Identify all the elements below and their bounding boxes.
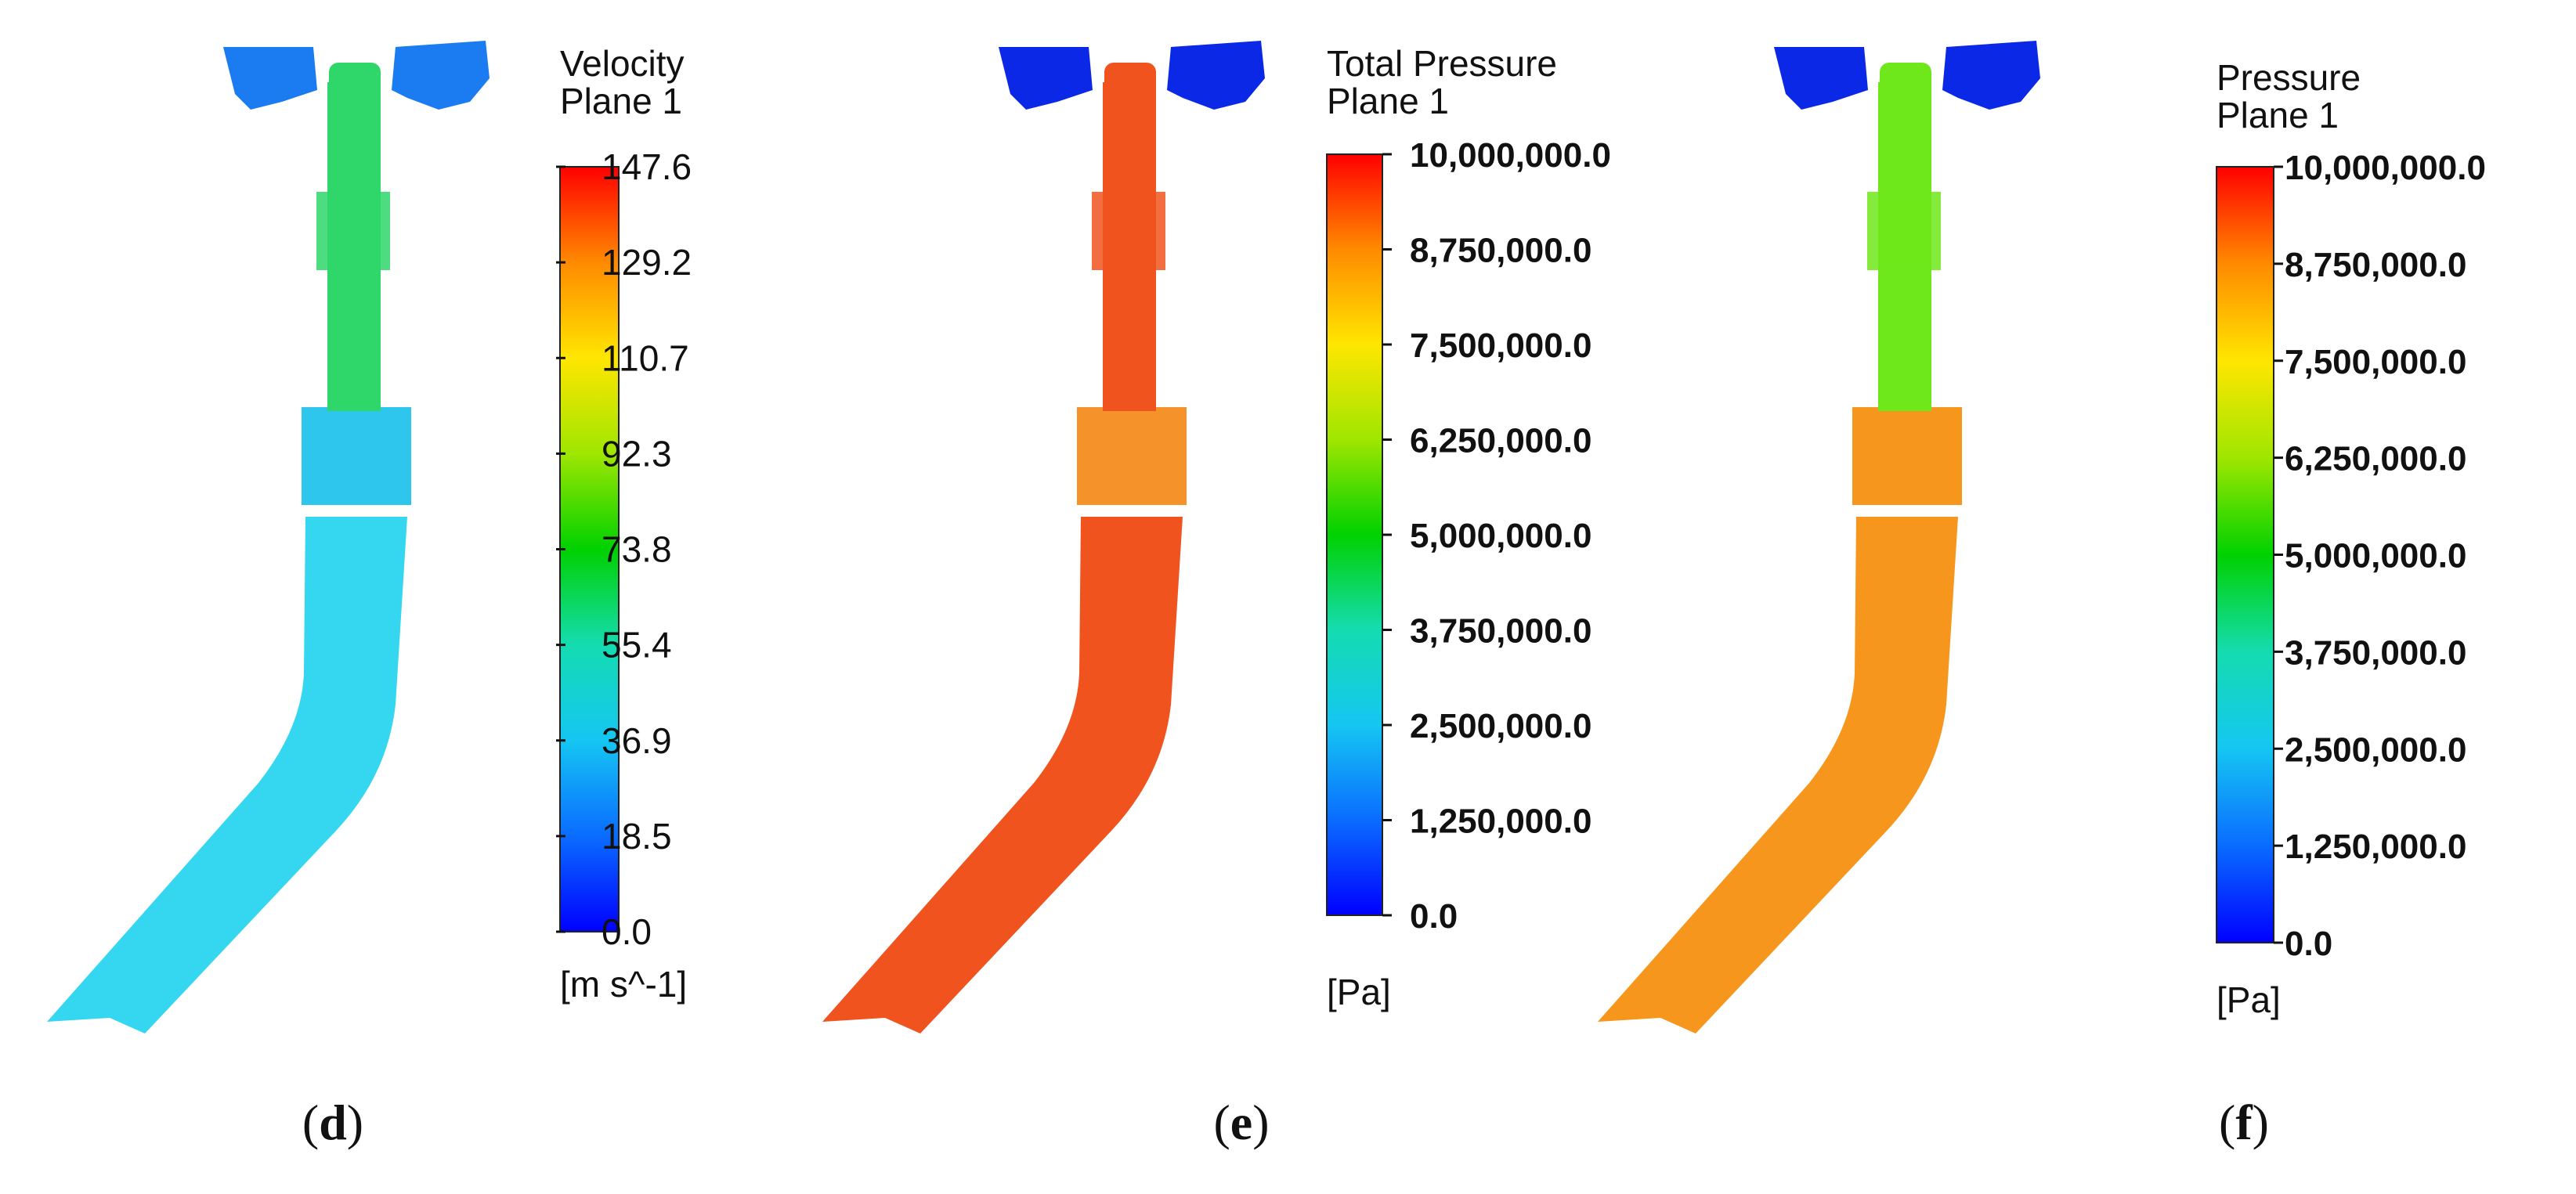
colorbar-tick-label: 7,500,000.0 [1410, 326, 1591, 365]
colorbar-tick-label: 5,000,000.0 [1410, 517, 1591, 555]
colorbar-tick-label: 8,750,000.0 [2285, 246, 2466, 284]
colorbar-tick-label: 36.9 [602, 720, 672, 761]
flow-domain [822, 41, 1265, 1033]
shaft-band [316, 192, 390, 270]
colorbar-tick-label: 110.7 [602, 337, 689, 378]
head-right-block [1167, 41, 1265, 110]
legend-subtitle: Plane 1 [560, 81, 682, 121]
legend-subtitle: Plane 1 [1327, 81, 1449, 121]
collar-section [1852, 407, 1962, 505]
colorbar-tick-label: 10,000,000.0 [1410, 136, 1611, 175]
colorbar-tick-label: 2,500,000.0 [2285, 730, 2466, 769]
head-left-block [223, 47, 317, 110]
legend-unit: [m s^-1] [560, 964, 687, 1005]
colorbar-tick-label: 0.0 [2285, 925, 2332, 963]
head-left-block [1774, 47, 1868, 110]
colorbar-tick-label: 10,000,000.0 [2285, 149, 2486, 187]
colorbar-tick-label: 1,250,000.0 [1410, 803, 1591, 841]
flow-domain [1598, 41, 2040, 1033]
colorbar-tick-label: 3,750,000.0 [2285, 633, 2466, 672]
colorbar-tick-label: 5,000,000.0 [2285, 537, 2466, 575]
colorbar-tick-label: 73.8 [602, 529, 672, 570]
colorbar-tick-label: 18.5 [602, 816, 672, 857]
legend-title: Pressure [2217, 57, 2361, 98]
panel-caption: (e) [1213, 1095, 1269, 1150]
colorbar [1326, 153, 1383, 916]
shaft-band [1867, 192, 1941, 270]
colorbar-tick-label: 0.0 [1410, 897, 1458, 936]
collar-section [302, 407, 411, 505]
colorbar-tick-label: 147.6 [602, 146, 692, 187]
colorbar-tick-label: 1,250,000.0 [2285, 828, 2466, 866]
colorbar-tick-label: 2,500,000.0 [1410, 707, 1591, 745]
head-left-block [999, 47, 1093, 110]
head-inlet [329, 63, 381, 94]
panel-caption: (f) [2219, 1095, 2269, 1150]
panel-caption: (d) [302, 1095, 363, 1150]
colorbar-tick-label: 6,250,000.0 [1410, 422, 1591, 460]
legend-unit: [Pa] [2217, 979, 2281, 1020]
shaft-band [1092, 192, 1165, 270]
head-right-block [1942, 41, 2040, 110]
head-inlet [1104, 63, 1156, 94]
head-right-block [392, 41, 490, 110]
colorbar [559, 166, 620, 932]
colorbar-tick-label: 129.2 [602, 242, 692, 283]
colorbar-tick-label: 3,750,000.0 [1410, 612, 1591, 651]
legend-title: Total Pressure [1327, 43, 1557, 84]
pipe-section [822, 517, 1183, 1033]
colorbar [2216, 166, 2274, 943]
legend-unit: [Pa] [1327, 972, 1391, 1012]
colorbar-tick-label: 55.4 [602, 625, 672, 666]
colorbar-tick-label: 0.0 [602, 911, 652, 952]
legend-subtitle: Plane 1 [2217, 95, 2339, 135]
pipe-section [1598, 517, 1958, 1033]
head-inlet [1880, 63, 1931, 94]
pipe-section [47, 517, 407, 1033]
colorbar-tick-label: 8,750,000.0 [1410, 232, 1591, 270]
colorbar-tick-label: 7,500,000.0 [2285, 343, 2466, 381]
flow-domain [47, 41, 490, 1033]
collar-section [1077, 407, 1187, 505]
colorbar-tick-label: 6,250,000.0 [2285, 440, 2466, 478]
legend-title: Velocity [560, 43, 685, 84]
colorbar-tick-label: 92.3 [602, 433, 672, 474]
